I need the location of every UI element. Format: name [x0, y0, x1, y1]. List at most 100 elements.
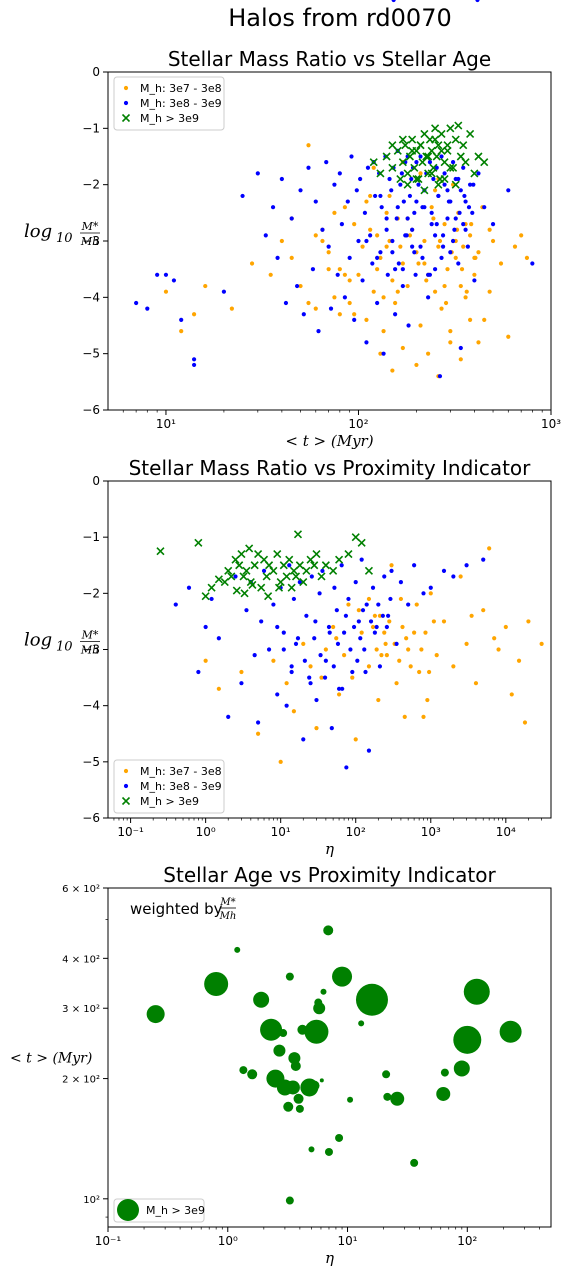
- data-point: [271, 602, 275, 606]
- data-point: [259, 619, 263, 623]
- data-point: [382, 631, 386, 635]
- data-point: [338, 267, 342, 271]
- data-point: [217, 636, 221, 640]
- data-point: [439, 256, 443, 260]
- data-point: [454, 177, 458, 181]
- data-point: [303, 567, 310, 574]
- data-point: [331, 625, 335, 629]
- data-point: [192, 363, 196, 367]
- data-point: [327, 625, 331, 629]
- data-point: [375, 267, 379, 271]
- data-point: [530, 261, 534, 265]
- data-point: [447, 199, 451, 203]
- weighting-annotation: weighted byM*Mh: [130, 897, 236, 922]
- data-point: [367, 749, 371, 753]
- data-point: [429, 586, 433, 590]
- data-point: [401, 267, 405, 271]
- data-point: [222, 290, 226, 294]
- data-point: [340, 687, 344, 691]
- data-point: [389, 563, 393, 567]
- data-point: [378, 250, 382, 254]
- data-point: [352, 312, 356, 316]
- data-point: [386, 273, 390, 277]
- data-point: [430, 222, 434, 226]
- data-point: [365, 567, 372, 574]
- data-point: [348, 256, 352, 260]
- data-point: [375, 233, 379, 237]
- data-point: [318, 653, 322, 657]
- data-point: [258, 584, 265, 591]
- data-point: [412, 211, 416, 215]
- data-bubble: [273, 1045, 285, 1057]
- data-point: [430, 205, 434, 209]
- data-point: [290, 256, 294, 260]
- data-bubble: [347, 1097, 353, 1103]
- data-point: [472, 273, 476, 277]
- data-point: [369, 619, 373, 623]
- data-point: [256, 732, 260, 736]
- data-point: [410, 228, 414, 232]
- data-point: [363, 211, 367, 215]
- data-point: [352, 318, 356, 322]
- data-point: [439, 307, 443, 311]
- data-point: [427, 670, 431, 674]
- data-point: [468, 233, 472, 237]
- data-point: [365, 602, 369, 606]
- data-point: [400, 171, 404, 175]
- data-point: [396, 205, 400, 209]
- data-bubble: [390, 1092, 404, 1106]
- data-point: [269, 273, 273, 277]
- data-point: [246, 545, 253, 552]
- data-point: [274, 551, 281, 558]
- data-point: [250, 261, 254, 265]
- data-point: [348, 647, 352, 651]
- data-point: [378, 194, 382, 198]
- y-tick-label: −4: [82, 699, 100, 713]
- data-point: [280, 177, 284, 181]
- data-point: [394, 642, 398, 646]
- data-point: [397, 261, 401, 265]
- data-point: [401, 346, 405, 350]
- data-point: [357, 619, 361, 623]
- data-point: [445, 188, 449, 192]
- data-point: [403, 233, 407, 237]
- data-point: [455, 122, 462, 129]
- data-point: [226, 715, 230, 719]
- data-point: [526, 619, 530, 623]
- data-point: [406, 602, 410, 606]
- x-tick-label: 10²: [346, 825, 366, 839]
- data-point: [429, 591, 433, 595]
- data-point: [320, 228, 324, 232]
- data-point: [451, 574, 455, 578]
- data-point: [421, 187, 428, 194]
- data-point: [444, 301, 448, 305]
- data-point: [421, 591, 425, 595]
- data-point: [448, 250, 452, 254]
- data-point: [399, 580, 403, 584]
- data-point: [436, 245, 440, 249]
- data-point: [134, 301, 138, 305]
- x-axis-label: < t > (Myr): [285, 432, 373, 450]
- data-point: [375, 625, 379, 629]
- data-point: [510, 692, 514, 696]
- legend-label: M_h: 3e7 - 3e8: [140, 82, 222, 95]
- data-point: [323, 675, 327, 679]
- data-point: [164, 273, 168, 277]
- y-tick-label: −6: [82, 811, 100, 825]
- data-point: [461, 245, 465, 249]
- data-point: [329, 307, 333, 311]
- data-point: [448, 340, 452, 344]
- data-point: [473, 256, 477, 260]
- data-point: [373, 194, 377, 198]
- data-point: [344, 765, 348, 769]
- data-point: [271, 205, 275, 209]
- data-point: [403, 715, 407, 719]
- data-point: [239, 670, 243, 674]
- data-point: [451, 160, 455, 164]
- data-bubble: [313, 1002, 325, 1014]
- data-point: [452, 136, 459, 143]
- data-bubble: [441, 1069, 449, 1077]
- data-point: [368, 228, 372, 232]
- data-point: [318, 573, 325, 580]
- data-point: [385, 216, 389, 220]
